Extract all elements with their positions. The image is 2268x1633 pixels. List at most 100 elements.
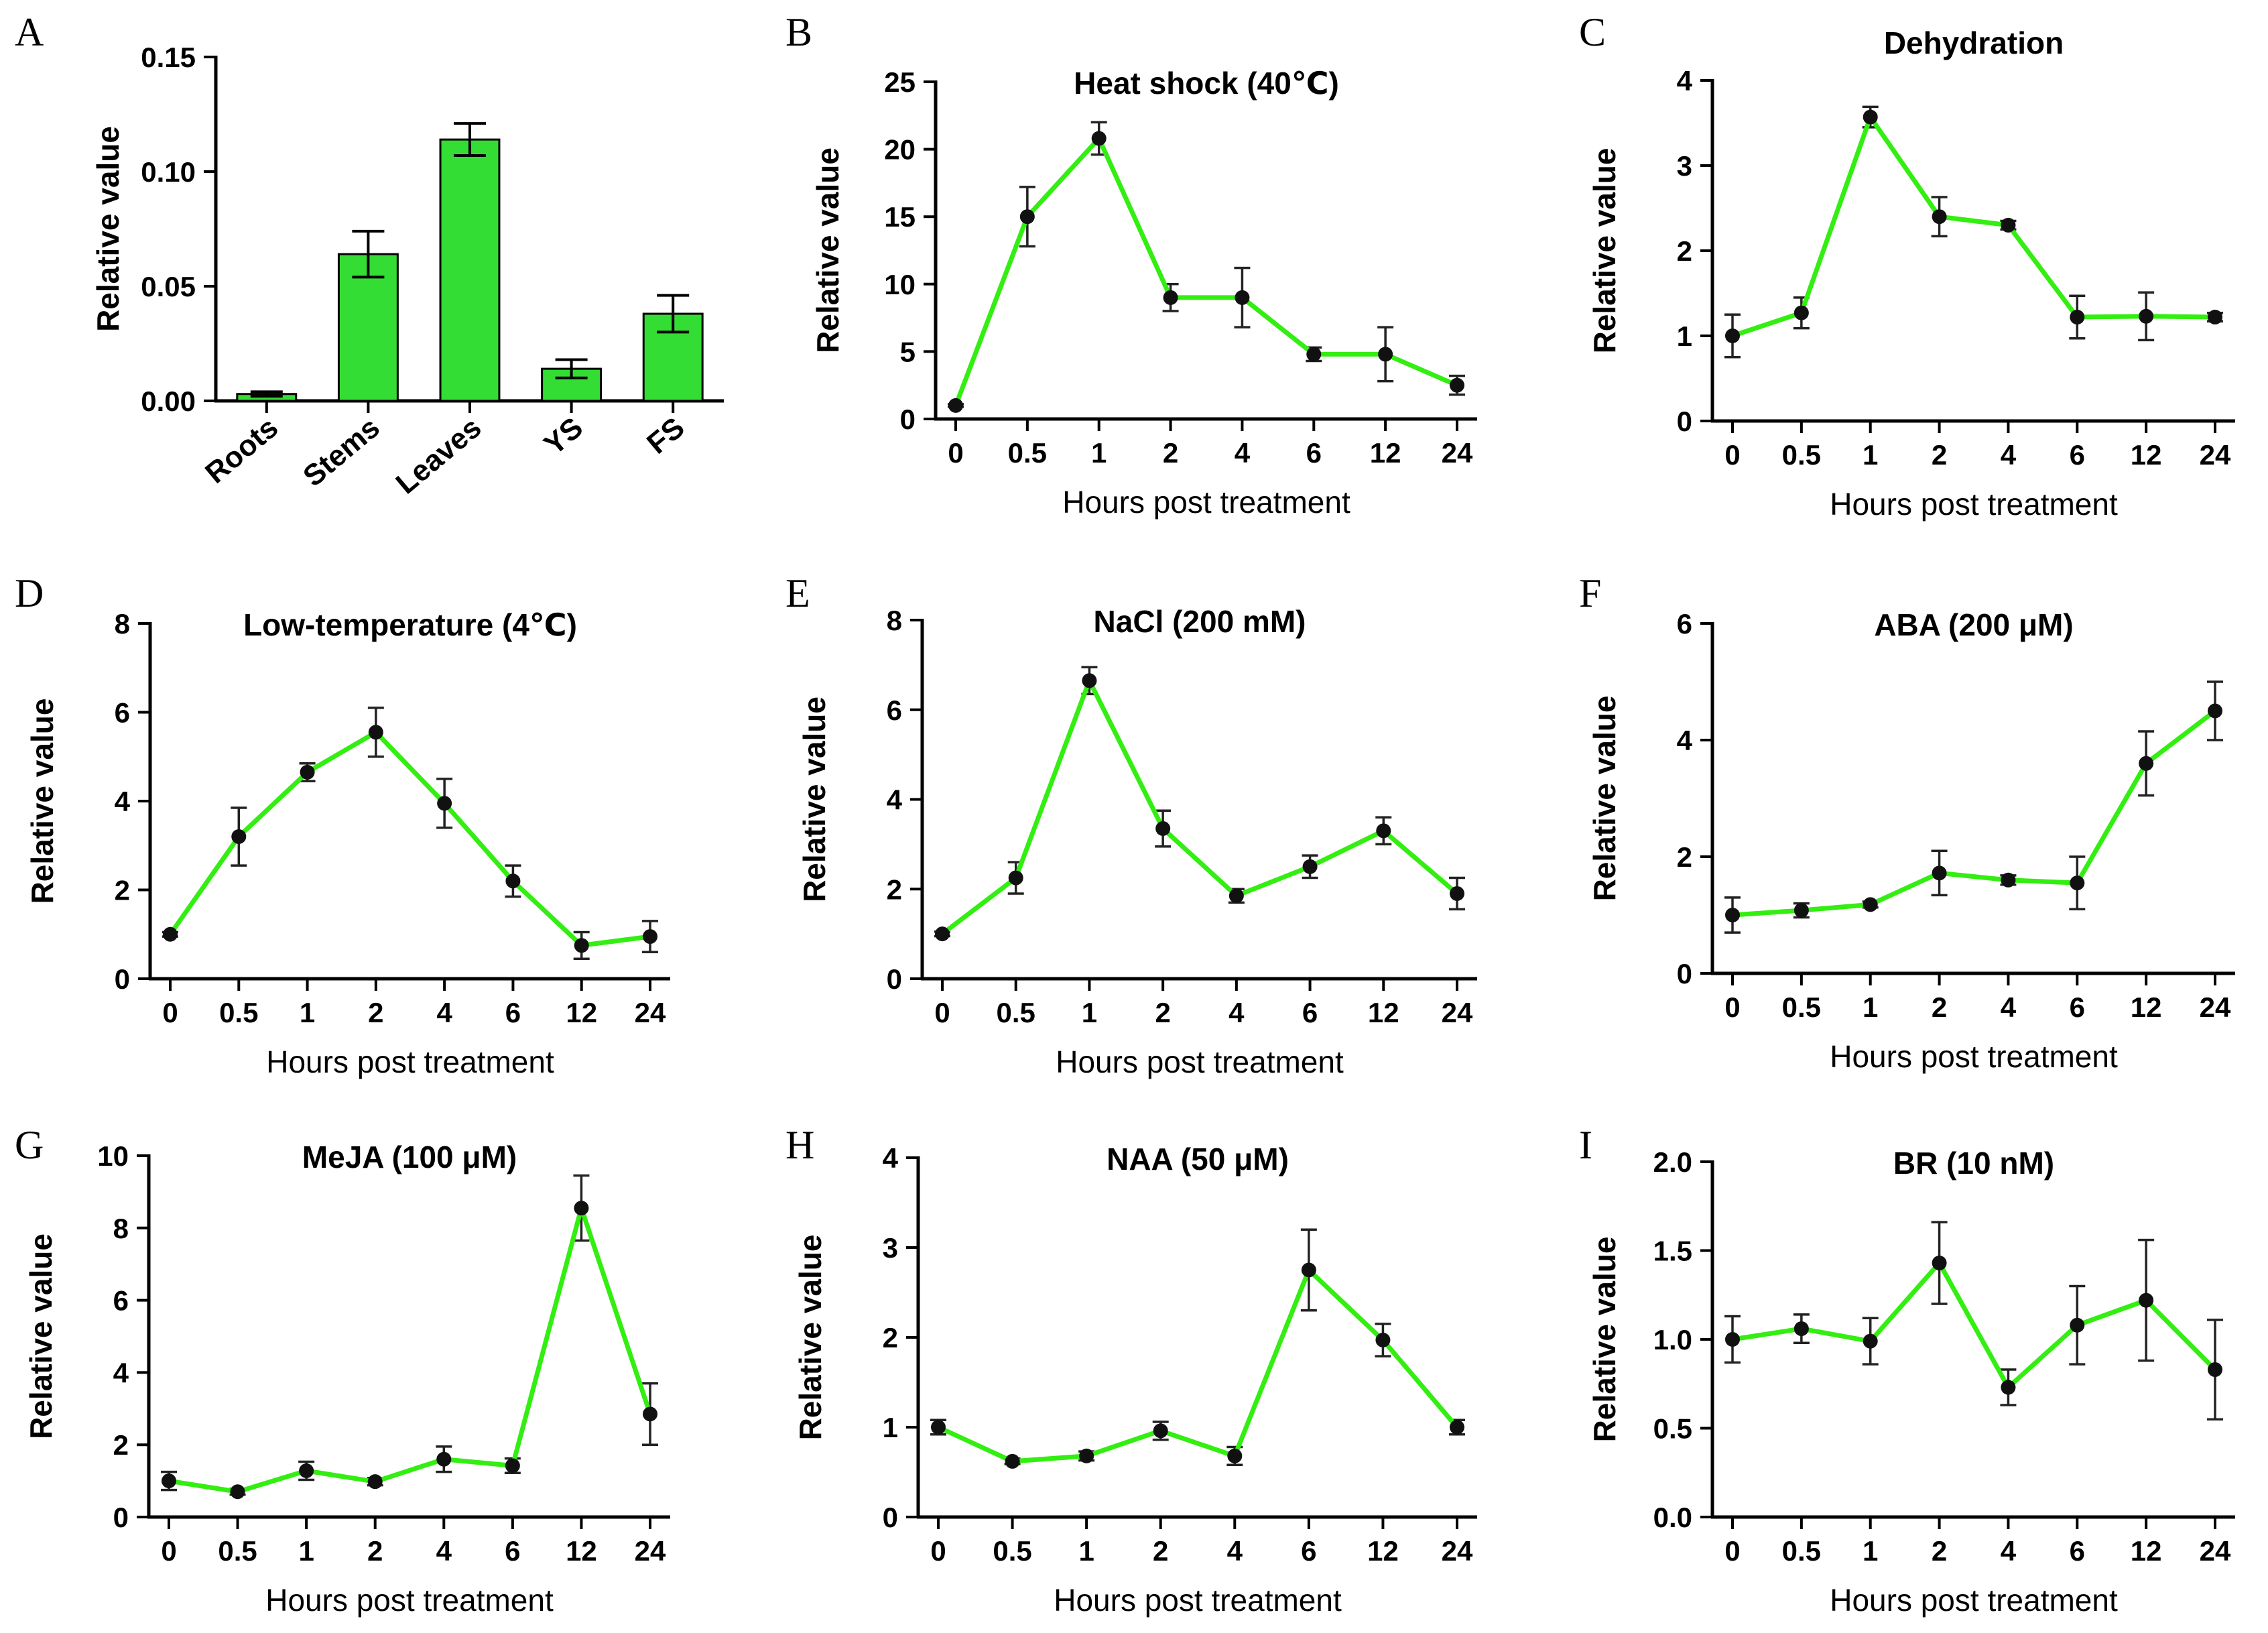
x-axis-title: Hours post treatment <box>1830 487 2118 522</box>
data-point <box>300 764 315 780</box>
x-tick-label: 4 <box>1228 997 1245 1028</box>
panel-letter: G <box>15 1123 44 1167</box>
x-category-label: FS <box>641 411 691 461</box>
panel-letter: C <box>1579 10 1606 54</box>
y-tick-label: 6 <box>1677 608 1692 640</box>
data-point <box>1450 886 1464 901</box>
data-point <box>935 926 950 942</box>
x-tick-label: 24 <box>635 1535 666 1567</box>
y-tick-label: 0 <box>887 963 902 995</box>
data-point <box>2001 872 2016 888</box>
x-tick-label: 24 <box>635 997 666 1028</box>
y-tick-label: 2 <box>1677 235 1692 267</box>
x-tick-label: 4 <box>2001 1535 2017 1567</box>
x-axis-title: Hours post treatment <box>265 1583 554 1618</box>
x-axis-title: Hours post treatment <box>1830 1583 2118 1618</box>
series-line <box>168 1205 653 1494</box>
x-category-label: Leaves <box>390 411 488 500</box>
data-point <box>1005 1453 1020 1469</box>
x-tick-label: 2 <box>1153 1535 1168 1567</box>
x-tick-label: 2 <box>367 1535 383 1567</box>
y-tick-label: 8 <box>115 608 130 640</box>
data-point <box>1082 673 1097 688</box>
x-tick-label: 1 <box>1863 439 1878 471</box>
data-point <box>2208 310 2222 325</box>
x-tick-label: 4 <box>436 1535 452 1567</box>
x-category-label: Roots <box>199 411 284 490</box>
data-point <box>1301 1262 1316 1278</box>
panel-letter: E <box>785 571 810 615</box>
x-tick-label: 6 <box>1306 437 1322 469</box>
x-tick-label: 24 <box>1442 437 1473 469</box>
data-point <box>1793 1321 1809 1337</box>
x-tick-label: 0.5 <box>218 1535 257 1567</box>
chart-title: Low-temperature (4℃) <box>243 607 577 642</box>
x-tick-label: 0 <box>934 997 950 1028</box>
data-point <box>1725 908 1740 922</box>
data-point <box>2070 310 2085 325</box>
y-tick-label: 2 <box>883 1322 898 1353</box>
data-point <box>437 796 452 811</box>
x-tick-label: 2 <box>1932 991 1947 1023</box>
y-tick-label: 3 <box>1677 150 1692 182</box>
x-tick-label: 0.5 <box>993 1535 1031 1567</box>
y-tick-label: 0 <box>883 1502 898 1533</box>
x-tick-label: 6 <box>2070 991 2085 1023</box>
data-point <box>1725 1332 1740 1347</box>
x-tick-label: 0 <box>1724 1535 1740 1567</box>
data-point <box>931 1420 946 1435</box>
panel-letter: I <box>1579 1123 1592 1167</box>
y-tick-label: 4 <box>115 786 131 817</box>
y-axis-title: Relative value <box>797 697 832 902</box>
x-axis-title: Hours post treatment <box>266 1044 554 1079</box>
data-point <box>1079 1448 1094 1463</box>
y-tick-label: 2.0 <box>1653 1146 1692 1178</box>
panel-letter: F <box>1579 571 1601 615</box>
x-tick-label: 2 <box>1163 437 1178 469</box>
x-tick-label: 24 <box>1442 1535 1473 1567</box>
series-line <box>937 1268 1459 1464</box>
y-tick-label: 2 <box>115 875 130 906</box>
y-tick-label: 1 <box>883 1412 898 1443</box>
y-tick-label: 4 <box>1677 725 1693 756</box>
data-point <box>2070 875 2085 891</box>
chart-title: Heat shock (40℃) <box>1074 66 1339 101</box>
data-point <box>505 1458 520 1473</box>
y-tick-label: 0.05 <box>141 271 196 302</box>
x-tick-label: 2 <box>1932 1535 1947 1567</box>
data-point <box>1932 209 1947 225</box>
x-tick-label: 6 <box>505 1535 520 1567</box>
chart-title: NAA (50 μM) <box>1107 1142 1289 1176</box>
y-tick-label: 0.5 <box>1653 1413 1692 1445</box>
series-line <box>940 678 1459 936</box>
y-tick-label: 8 <box>113 1213 129 1244</box>
data-point <box>1375 1333 1391 1348</box>
x-tick-label: 1 <box>1863 1535 1878 1567</box>
y-tick-label: 3 <box>883 1232 898 1264</box>
y-tick-label: 4 <box>887 784 903 816</box>
x-tick-label: 12 <box>1370 437 1401 469</box>
x-tick-label: 0.5 <box>1782 1535 1821 1567</box>
x-tick-label: 0 <box>930 1535 946 1567</box>
data-point <box>1450 377 1464 393</box>
data-point <box>643 1406 657 1422</box>
data-point <box>1155 821 1171 836</box>
data-point <box>1376 823 1391 839</box>
series-line <box>168 729 651 948</box>
data-point <box>2208 703 2222 719</box>
data-point <box>1932 1256 1947 1271</box>
y-tick-label: 0 <box>115 963 130 995</box>
data-point <box>1153 1423 1168 1439</box>
y-tick-label: 6 <box>887 694 902 726</box>
y-tick-label: 4 <box>883 1142 899 1174</box>
y-tick-label: 6 <box>115 697 130 729</box>
x-tick-label: 4 <box>2001 439 2017 471</box>
y-axis-title: Relative value <box>1587 1237 1622 1443</box>
x-tick-label: 4 <box>1227 1535 1243 1567</box>
series-line <box>1731 115 2216 339</box>
x-tick-label: 24 <box>2200 991 2231 1023</box>
y-tick-label: 0.0 <box>1653 1502 1692 1533</box>
